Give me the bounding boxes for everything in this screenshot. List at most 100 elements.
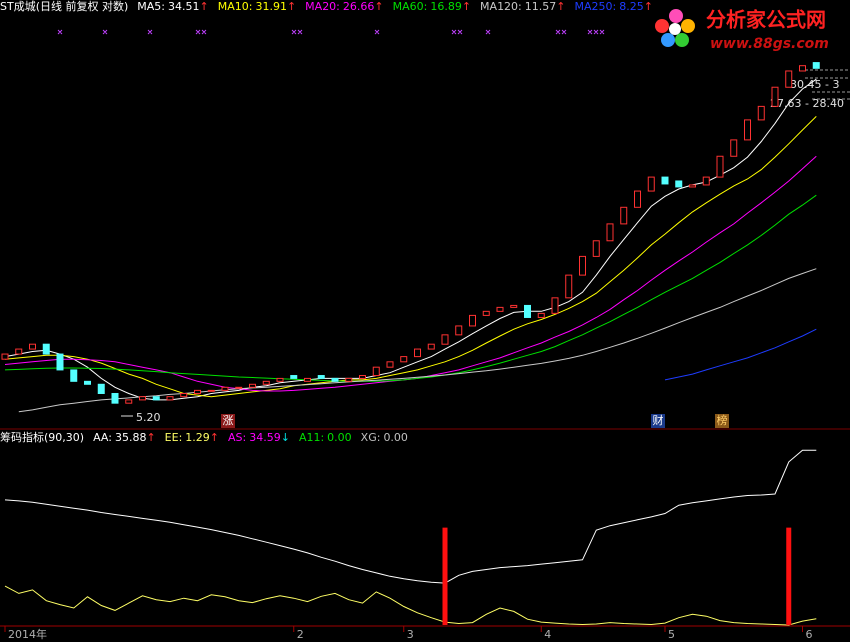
low-annotation: 5.20 [136,411,161,424]
candle [180,392,188,398]
candle [97,383,105,394]
candle [1,353,9,360]
legend-name: EE: [164,431,183,444]
legend-name: AA: [93,431,112,444]
candle [565,274,573,299]
candle [702,176,710,186]
legend-arrow: ↑ [461,0,472,13]
price-dashes [805,69,850,100]
legend-value: 0.00 [327,431,352,444]
candle [15,348,23,355]
legend-arrow: ↑ [199,0,209,13]
ma-line [4,78,817,401]
candle [524,304,531,318]
signal-bar [786,527,792,625]
legend-name: MA60: [392,0,428,13]
x-tick-label: 4 [544,628,551,641]
ma-line [4,155,817,392]
candle [304,377,311,382]
candle [689,184,696,188]
candle [29,343,36,350]
legend-title: ST成城(日线 前复权 对数) [0,0,129,13]
candle [249,383,256,388]
marker-box [715,414,729,428]
marker-box [651,414,665,428]
candle [386,361,394,368]
candle [496,306,504,312]
ma-line [664,328,817,381]
candle [152,396,160,401]
main-legend: ST成城(日线 前复权 对数) MA5: 34.51↑ MA10: 31.91↑ MA20… [0,0,653,13]
candle [207,389,215,392]
candle [675,180,683,188]
candle [537,312,545,318]
legend-name: AS: [228,431,247,444]
legend-value: 26.66 [342,0,375,13]
candle [799,65,806,72]
candle [661,176,669,185]
legend-value: 35.88 [114,431,147,444]
candle [592,240,600,257]
candle [166,396,174,401]
legend-name: MA120: [480,0,522,13]
event-marker: 榜 [717,413,728,427]
indicator-line [4,449,817,584]
indicator-legend: 筹码指标(90,30) AA: 35.88↑ EE: 1.29↑ AS: 34.59↓ A11… [0,431,408,444]
candle [812,62,820,69]
legend-value: 34.59 [249,431,281,444]
x-tick-label: 6 [806,628,813,641]
candle [42,343,50,355]
candle [235,386,243,389]
candle [84,380,91,385]
candle [757,105,765,121]
candle [716,155,724,178]
x-tick-label: 2014年 [8,627,47,641]
legend-arrow: ↑ [286,0,297,13]
x-tick-label: 5 [668,628,675,641]
marker-box [221,414,235,428]
candle [372,366,380,377]
indicator-line [4,585,817,626]
ma-line [18,268,817,413]
candle [606,223,614,242]
candle [441,334,449,345]
candle [469,314,476,327]
legend-title: 筹码指标(90,30) [0,431,85,444]
candle [359,375,366,379]
event-marker: 财 [653,413,664,427]
logo-url: www.88gs.com [710,36,829,52]
legend-arrow: ↑ [146,431,156,444]
ma-line [4,116,817,398]
x-tick-label: 2 [297,628,304,641]
signal-bar [442,527,448,625]
candle [331,377,339,382]
logo-title: 分析家公式网 [706,8,826,32]
candle [730,139,738,157]
legend-name: MA5: [137,0,166,13]
candle [400,356,408,363]
candle [139,396,146,401]
legend-value: 1.29 [185,431,210,444]
high-annotation: 30.45 - 3 [790,78,839,91]
candle [414,348,421,358]
ma-line [4,194,817,382]
candle [579,255,586,276]
legend-arrow: ↑ [556,0,566,13]
candle [125,399,133,404]
legend-name: MA10: [217,0,253,13]
legend-name: MA20: [305,0,340,13]
legend-value: 0.00 [383,431,408,444]
candle [111,392,119,404]
legend-value: 8.25 [619,0,644,13]
x-tick-label: 3 [407,628,414,641]
candle [317,375,325,379]
candle [455,325,463,336]
candle [482,310,490,316]
candle [221,386,229,391]
candle [427,343,435,350]
candle [262,380,270,385]
candle [744,119,751,141]
legend-arrow: ↑ [374,0,384,13]
candle [290,375,298,379]
